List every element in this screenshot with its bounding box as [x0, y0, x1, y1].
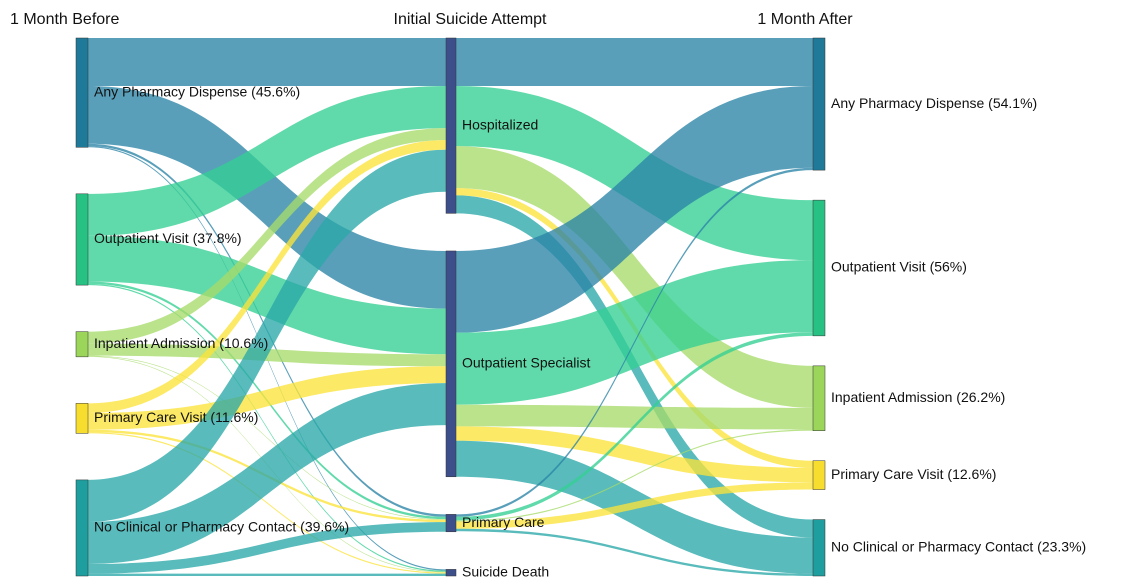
- column-title: Initial Suicide Attempt: [394, 11, 548, 28]
- node-label: Inpatient Admission (10.6%): [94, 335, 268, 351]
- node: [812, 37, 826, 171]
- link: [88, 38, 446, 87]
- node-label: Primary Care: [462, 514, 545, 530]
- node: [445, 514, 457, 533]
- link: [88, 86, 446, 236]
- link: [456, 404, 813, 430]
- link: [456, 86, 813, 333]
- link: [456, 260, 813, 405]
- links: [88, 38, 813, 576]
- link: [88, 383, 446, 564]
- link: [88, 140, 446, 413]
- link: [88, 149, 446, 522]
- link: [456, 429, 813, 522]
- link: [88, 432, 446, 574]
- link: [456, 332, 813, 521]
- nodes: Any Pharmacy Dispense (45.6%) Outpatient …: [75, 37, 1086, 579]
- node-label: Any Pharmacy Dispense (54.1%): [831, 95, 1037, 111]
- node: [75, 479, 89, 577]
- node: [445, 37, 457, 214]
- node: [812, 460, 826, 490]
- node: [75, 193, 89, 286]
- node-label: Inpatient Admission (26.2%): [831, 389, 1005, 405]
- node-label: Suicide Death: [462, 563, 549, 579]
- link: [88, 235, 446, 355]
- node: [812, 365, 826, 431]
- link: [456, 528, 813, 576]
- node-label: Outpatient Visit (37.8%): [94, 230, 242, 246]
- node-label: No Clinical or Pharmacy Contact (23.3%): [831, 538, 1086, 554]
- link: [88, 86, 446, 309]
- node-label: Any Pharmacy Dispense (45.6%): [94, 83, 300, 99]
- link: [88, 128, 446, 344]
- link: [456, 167, 813, 517]
- link: [88, 366, 446, 430]
- link: [88, 573, 446, 576]
- node: [445, 250, 457, 478]
- column-title: 1 Month After: [757, 11, 853, 28]
- link: [88, 522, 446, 574]
- node-label: Outpatient Visit (56%): [831, 259, 967, 275]
- link: [88, 283, 446, 572]
- link: [456, 426, 813, 483]
- link: [456, 482, 813, 529]
- node-label: Primary Care Visit (11.6%): [94, 409, 258, 425]
- link: [456, 146, 813, 408]
- link: [456, 38, 813, 87]
- node-label: Primary Care Visit (12.6%): [831, 466, 996, 482]
- node: [75, 331, 89, 358]
- node: [75, 37, 89, 148]
- node: [445, 569, 457, 577]
- node: [812, 519, 826, 577]
- node-label: Outpatient Specialist: [462, 355, 591, 371]
- node: [812, 199, 826, 337]
- column-title: 1 Month Before: [10, 11, 120, 28]
- node: [75, 403, 89, 434]
- node-label: No Clinical or Pharmacy Contact (39.6%): [94, 519, 349, 535]
- node-label: Hospitalized: [462, 116, 538, 132]
- link: [88, 355, 446, 520]
